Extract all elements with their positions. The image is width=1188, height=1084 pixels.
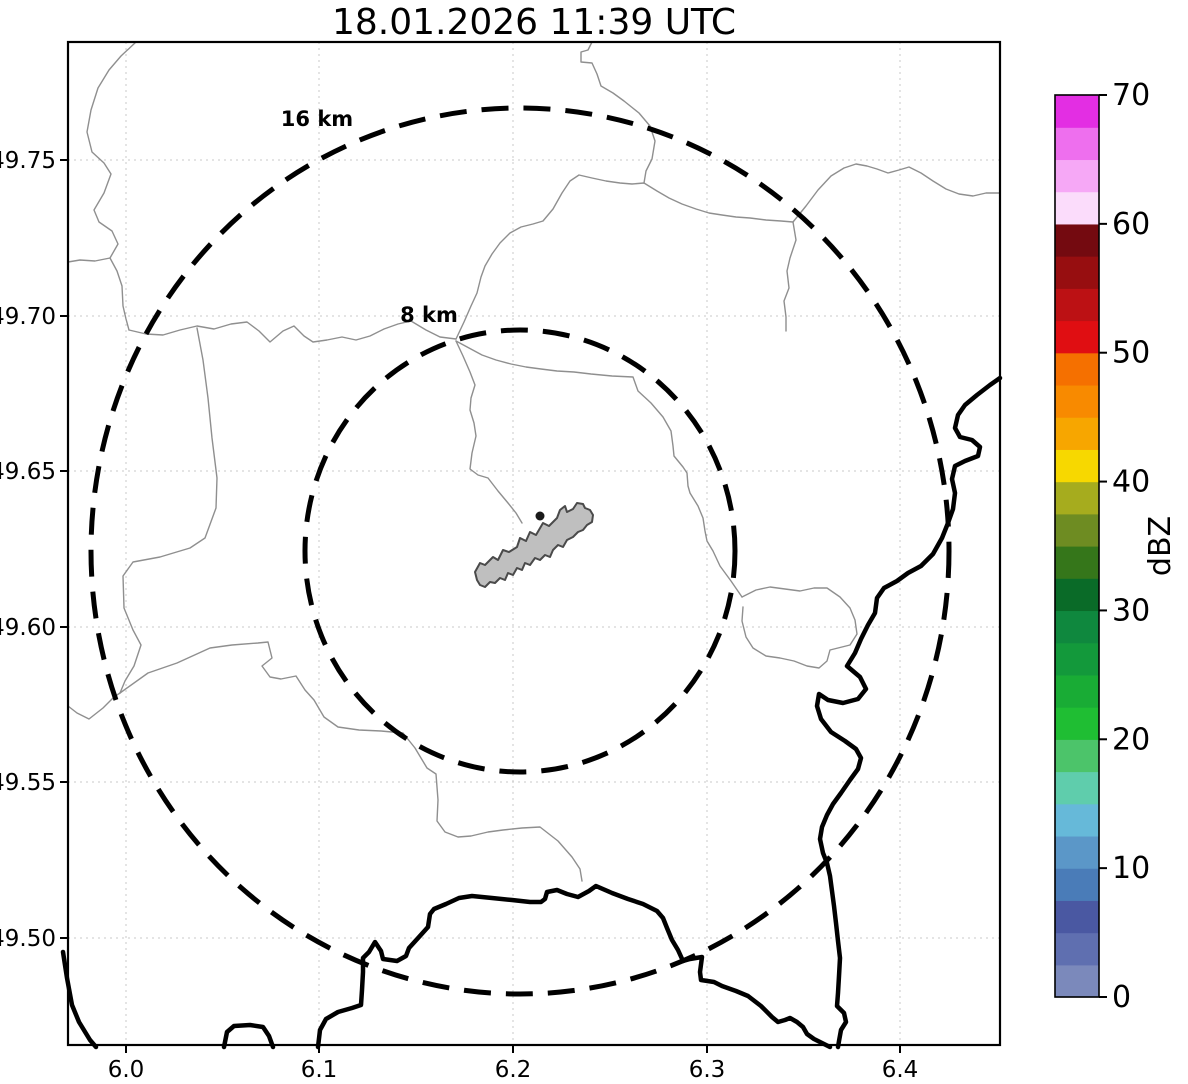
country-border-line	[60, 949, 99, 1050]
colorbar-segment	[1055, 964, 1099, 998]
colorbar-tick-label: 40	[1112, 465, 1150, 500]
colorbar-segment	[1055, 868, 1099, 901]
y-tick-label: 49.65	[0, 459, 56, 485]
colorbar-segment	[1055, 739, 1099, 773]
colorbar-segment	[1055, 384, 1099, 418]
plot-title: 18.01.2026 11:39 UTC	[332, 2, 736, 43]
colorbar-axis-label: dBZ	[1143, 516, 1178, 576]
country-border-layer	[60, 375, 1003, 1050]
colorbar-segment	[1055, 674, 1099, 708]
colorbar-segment	[1055, 159, 1099, 193]
range-ring-label-16km: 16 km	[281, 107, 353, 131]
river-line	[455, 163, 1001, 340]
range-ring-layer	[88, 105, 952, 997]
colorbar-tick-label: 10	[1112, 851, 1150, 886]
river-line	[741, 586, 858, 669]
gridline-layer	[68, 42, 1000, 1045]
y-tick-label: 49.70	[0, 304, 56, 330]
country-border-line	[221, 1022, 276, 1050]
city-boundary-polygon	[474, 502, 594, 588]
colorbar-segment	[1055, 803, 1099, 837]
country-border-line	[315, 883, 833, 1050]
x-tick-label: 6.0	[108, 1057, 145, 1083]
range-ring-label-8km: 8 km	[400, 303, 458, 327]
colorbar-frame	[1054, 94, 1100, 998]
country-border-line	[814, 375, 1003, 1050]
colorbar-segment	[1055, 546, 1099, 579]
city-layer	[474, 502, 594, 588]
colorbar-segment	[1055, 288, 1099, 322]
colorbar-segment	[1055, 481, 1099, 515]
colorbar-segment	[1055, 513, 1099, 547]
colorbar-tick-label: 50	[1112, 336, 1150, 371]
colorbar-segment	[1055, 320, 1099, 354]
colorbar-segment	[1055, 127, 1099, 161]
y-tick-label: 49.75	[0, 148, 56, 174]
river-line	[67, 692, 121, 720]
river-line	[128, 320, 457, 343]
x-tick-label: 6.2	[495, 1057, 532, 1083]
range-ring-16km	[88, 105, 952, 997]
colorbar-segment	[1055, 352, 1099, 386]
axis-tickmark-layer	[60, 159, 901, 1053]
colorbar-tick-label: 20	[1112, 722, 1150, 757]
river-line	[119, 327, 218, 694]
colorbar-segment	[1055, 578, 1099, 612]
colorbar-segment	[1055, 449, 1099, 483]
colorbar-segment	[1055, 95, 1099, 128]
river-line	[455, 340, 523, 524]
colorbar-segment	[1055, 932, 1099, 966]
colorbar-tick-label: 60	[1112, 207, 1150, 242]
plot-frame	[66, 40, 1002, 1047]
river-line	[67, 257, 111, 263]
x-tick-label: 6.3	[689, 1057, 726, 1083]
river-line	[86, 41, 137, 331]
colorbar-segment	[1055, 835, 1099, 869]
colorbar-segment	[1055, 417, 1099, 450]
river-line	[119, 641, 583, 882]
river-line	[580, 41, 656, 184]
colorbar-segment	[1055, 256, 1099, 289]
colorbar-segment	[1055, 642, 1099, 676]
x-tick-label: 6.1	[301, 1057, 338, 1083]
radar-site-marker	[535, 511, 545, 521]
x-tick-label: 6.4	[882, 1057, 919, 1083]
y-tick-label: 49.60	[0, 615, 56, 641]
colorbar-tick-label: 70	[1112, 78, 1150, 113]
y-tick-label: 49.55	[0, 770, 56, 796]
colorbar-segment	[1055, 191, 1099, 225]
colorbar-segment	[1055, 610, 1099, 644]
colorbar-segment	[1055, 900, 1099, 934]
river-line	[455, 340, 743, 598]
y-tick-label: 49.50	[0, 926, 56, 952]
colorbar	[1055, 95, 1099, 998]
range-ring-8km	[302, 327, 738, 775]
colorbar-segment	[1055, 707, 1099, 740]
colorbar-tick-label: 0	[1112, 980, 1131, 1015]
colorbar-tick-layer: 0 10 20 30 40 50 60 70	[1099, 78, 1150, 1015]
river-line	[783, 221, 797, 332]
colorbar-tick-label: 30	[1112, 593, 1150, 628]
colorbar-segment	[1055, 771, 1099, 805]
colorbar-segment	[1055, 223, 1099, 257]
